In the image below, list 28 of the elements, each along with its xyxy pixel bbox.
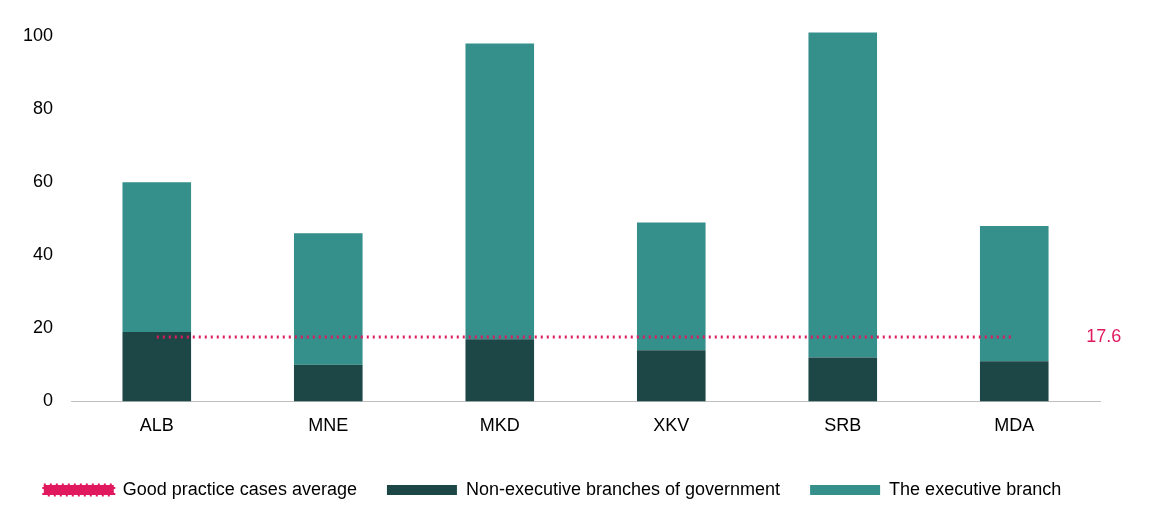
bar (293, 233, 363, 365)
legend-label: The executive branch (889, 478, 1062, 499)
y-tick-label: 40 (33, 244, 54, 265)
y-tick-label: 60 (33, 171, 54, 192)
bar (636, 222, 706, 351)
bar (293, 364, 363, 402)
x-tick-label: MNE (308, 415, 349, 436)
bar (808, 32, 878, 358)
bar (808, 357, 878, 402)
x-tick-label: ALB (139, 415, 174, 436)
x-tick-label: MDA (994, 415, 1035, 436)
annotation: 17.6 (1086, 326, 1122, 347)
legend-label: Non-executive branches of government (465, 478, 781, 499)
bar (636, 350, 706, 402)
x-tick-label: MKD (479, 415, 520, 436)
x-tick-label: XKV (653, 415, 690, 436)
bar (122, 331, 192, 402)
y-tick-label: 0 (43, 390, 54, 411)
bar (122, 182, 192, 332)
legend-label: Good practice cases average (122, 478, 357, 499)
y-tick-label: 80 (33, 98, 54, 119)
bar (465, 339, 535, 402)
bar (465, 43, 535, 340)
y-tick-label: 100 (22, 25, 54, 46)
bar (979, 361, 1049, 402)
y-tick-label: 20 (33, 317, 54, 338)
x-tick-label: SRB (824, 415, 862, 436)
bar (979, 226, 1049, 362)
